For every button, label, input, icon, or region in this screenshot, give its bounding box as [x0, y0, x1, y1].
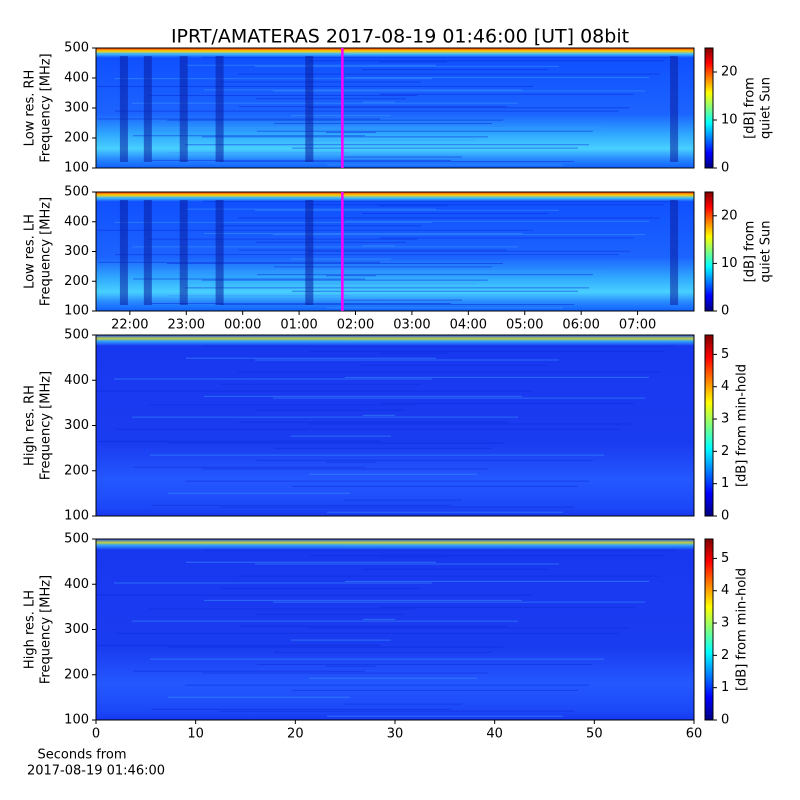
x-axis-label: 2017-08-19 01:46:00	[27, 764, 165, 779]
texture	[670, 56, 679, 162]
texture	[179, 56, 188, 162]
colorbar-tick-label: 5	[721, 551, 729, 566]
y-tick-label: 100	[64, 509, 89, 524]
texture	[670, 200, 679, 305]
y-tick-label: 300	[64, 101, 89, 116]
y-tick-label: 500	[64, 328, 89, 343]
colorbar-tick-label: 1	[721, 680, 729, 695]
y-tick-label: 400	[64, 214, 89, 229]
y-tick-label: 100	[64, 713, 89, 728]
colorbar-tick-label: 3	[721, 412, 729, 427]
y-tick-label: 400	[64, 71, 89, 86]
y-axis-label: Low res. RH	[23, 70, 38, 147]
y-tick-label: 100	[64, 304, 89, 319]
x-tick-label: 30	[387, 727, 404, 742]
y-tick-label: 300	[64, 622, 89, 637]
colorbar-tick-label: 2	[721, 648, 729, 663]
colorbar-label: [dB] from min-hold	[735, 364, 750, 487]
x-tick-label: 04:00	[450, 318, 487, 333]
y-axis-label: Frequency [MHz]	[39, 53, 54, 162]
x-tick-label: 50	[586, 727, 603, 742]
texture	[143, 200, 152, 305]
x-tick-label: 23:00	[168, 318, 205, 333]
x-tick-label: 06:00	[562, 318, 599, 333]
colorbar	[704, 191, 714, 312]
y-axis-label: Frequency [MHz]	[39, 197, 54, 306]
colorbar-tick-label: 1	[721, 476, 729, 491]
y-tick-label: 200	[64, 667, 89, 682]
x-tick-label: 60	[686, 727, 703, 742]
colorbar-tick-label: 2	[721, 444, 729, 459]
x-tick-label: 20	[287, 727, 304, 742]
colorbar-tick-label: 10	[721, 113, 738, 128]
y-tick-label: 400	[64, 373, 89, 388]
x-tick-label: 07:00	[619, 318, 656, 333]
y-tick-label: 500	[64, 532, 89, 547]
y-tick-label: 100	[64, 161, 89, 176]
figure-title: IPRT/AMATERAS 2017-08-19 01:46:00 [UT] 0…	[171, 26, 629, 48]
texture	[179, 200, 188, 305]
colorbar-tick-label: 4	[721, 583, 729, 598]
colorbar-label: [dB] from	[743, 221, 758, 283]
x-tick-label: 40	[486, 727, 503, 742]
colorbar-tick-label: 0	[721, 161, 729, 176]
colorbar-label: [dB] from min-hold	[735, 568, 750, 691]
x-tick-label: 03:00	[393, 318, 430, 333]
y-axis-label: Frequency [MHz]	[39, 371, 54, 480]
spectrogram	[96, 539, 694, 720]
x-tick-label: 22:00	[111, 318, 148, 333]
x-tick-label: 10	[187, 727, 204, 742]
texture	[305, 200, 314, 305]
colorbar-tick-label: 5	[721, 347, 729, 362]
colorbar	[704, 47, 714, 169]
texture	[119, 200, 128, 305]
colorbar-label: quiet Sun	[759, 77, 774, 139]
colorbar-label: [dB] from	[743, 77, 758, 139]
x-tick-label: 05:00	[506, 318, 543, 333]
colorbar-tick-label: 0	[721, 713, 729, 728]
colorbar-tick-label: 20	[721, 65, 738, 80]
y-axis-label: High res. LH	[23, 590, 38, 669]
x-tick-label: 0	[92, 727, 100, 742]
y-axis-label: High res. RH	[23, 385, 38, 466]
colorbar-label: quiet Sun	[759, 220, 774, 282]
x-tick-label: 00:00	[224, 318, 261, 333]
y-tick-label: 500	[64, 41, 89, 56]
colorbar	[704, 334, 714, 517]
y-tick-label: 200	[64, 463, 89, 478]
x-tick-label: 01:00	[280, 318, 317, 333]
spectrogram	[96, 335, 694, 516]
colorbar-tick-label: 10	[721, 256, 738, 271]
y-tick-label: 400	[64, 577, 89, 592]
texture	[143, 56, 152, 162]
colorbar-tick-label: 4	[721, 379, 729, 394]
colorbar-tick-label: 0	[721, 304, 729, 319]
texture	[119, 56, 128, 162]
colorbar-tick-label: 20	[721, 208, 738, 223]
x-tick-label: 02:00	[337, 318, 374, 333]
y-tick-label: 500	[64, 185, 89, 200]
y-tick-label: 200	[64, 131, 89, 146]
y-tick-label: 300	[64, 418, 89, 433]
texture	[215, 200, 224, 305]
colorbar-tick-label: 0	[721, 509, 729, 524]
y-axis-label: Frequency [MHz]	[39, 575, 54, 684]
y-axis-label: Low res. LH	[23, 214, 38, 289]
texture	[215, 56, 224, 162]
y-tick-label: 200	[64, 274, 89, 289]
x-axis-label: Seconds from	[37, 748, 126, 763]
colorbar	[704, 538, 714, 721]
y-tick-label: 300	[64, 244, 89, 259]
colorbar-tick-label: 3	[721, 616, 729, 631]
texture	[305, 56, 314, 162]
